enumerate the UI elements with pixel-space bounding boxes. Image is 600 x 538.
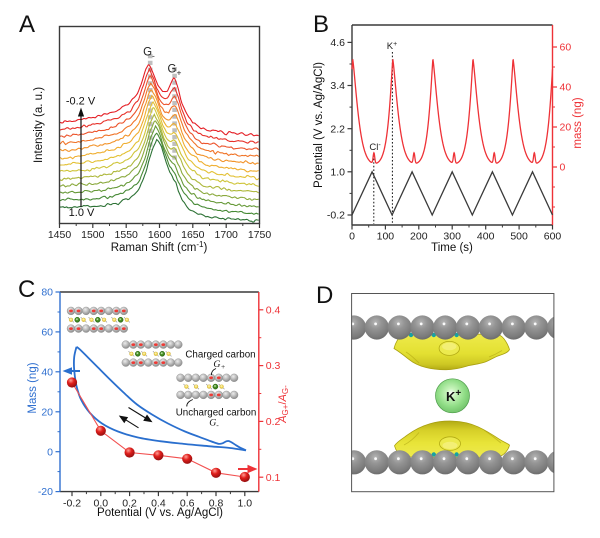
svg-text:1600: 1600 (148, 229, 172, 241)
svg-text:G-: G- (209, 418, 219, 430)
svg-text:Cl-: Cl- (369, 142, 381, 154)
svg-text:K+: K+ (387, 41, 397, 53)
svg-text:1750: 1750 (248, 229, 272, 241)
svg-text:1.0: 1.0 (330, 166, 345, 178)
svg-text:G+: G+ (168, 64, 182, 78)
svg-text:0.8: 0.8 (209, 498, 224, 510)
svg-text:100: 100 (377, 231, 395, 243)
svg-text:4.6: 4.6 (330, 37, 345, 49)
svg-text:Potential (V vs. Ag/AgCl): Potential (V vs. Ag/AgCl) (97, 507, 223, 519)
svg-text:20: 20 (560, 122, 572, 134)
svg-text:80: 80 (41, 287, 53, 299)
svg-text:D: D (316, 282, 333, 309)
svg-text:-20: -20 (38, 486, 53, 498)
svg-text:Intensity (a. u.): Intensity (a. u.) (33, 87, 45, 163)
svg-text:1.0 V: 1.0 V (69, 207, 95, 219)
svg-text:0.4: 0.4 (266, 304, 281, 316)
svg-text:Potential (V vs. Ag/AgCl): Potential (V vs. Ag/AgCl) (313, 62, 325, 188)
svg-text:0.2: 0.2 (122, 498, 137, 510)
svg-text:1450: 1450 (48, 229, 72, 241)
svg-text:0.4: 0.4 (151, 498, 166, 510)
svg-text:-0.2: -0.2 (327, 210, 345, 222)
svg-text:60: 60 (560, 42, 572, 54)
svg-text:200: 200 (410, 231, 428, 243)
svg-text:600: 600 (544, 231, 562, 243)
svg-text:1550: 1550 (115, 229, 139, 241)
svg-text:AG+/AG-: AG+/AG- (277, 385, 290, 424)
svg-text:1500: 1500 (81, 229, 105, 241)
svg-text:G-: G- (143, 47, 155, 61)
svg-text:1.0: 1.0 (237, 498, 252, 510)
svg-text:B: B (313, 11, 329, 38)
svg-text:C: C (18, 276, 35, 303)
svg-text:2.2: 2.2 (330, 123, 345, 135)
svg-text:300: 300 (443, 231, 461, 243)
svg-text:400: 400 (477, 231, 495, 243)
svg-text:Raman Shift (cm-1): Raman Shift (cm-1) (111, 240, 208, 255)
svg-text:1700: 1700 (215, 229, 239, 241)
svg-text:0.3: 0.3 (266, 360, 281, 372)
svg-text:0.1: 0.1 (266, 472, 281, 484)
svg-text:-0.2: -0.2 (63, 498, 81, 510)
svg-text:0: 0 (349, 231, 355, 243)
svg-text:Charged carbon: Charged carbon (185, 350, 255, 361)
svg-text:0: 0 (47, 446, 53, 458)
svg-text:Mass (ng): Mass (ng) (27, 362, 39, 413)
svg-text:500: 500 (510, 231, 528, 243)
svg-text:40: 40 (41, 366, 53, 378)
svg-text:3.4: 3.4 (330, 80, 345, 92)
svg-text:20: 20 (41, 406, 53, 418)
svg-text:40: 40 (560, 82, 572, 94)
svg-text:0.6: 0.6 (180, 498, 195, 510)
svg-text:A: A (19, 11, 35, 38)
svg-text:0.0: 0.0 (93, 498, 108, 510)
svg-text:-0.2 V: -0.2 V (66, 96, 96, 108)
svg-text:mass (ng): mass (ng) (572, 97, 584, 148)
svg-text:60: 60 (41, 327, 53, 339)
svg-text:1650: 1650 (181, 229, 205, 241)
svg-text:Time (s): Time (s) (431, 242, 473, 254)
svg-text:Uncharged carbon: Uncharged carbon (176, 408, 257, 419)
svg-text:0.2: 0.2 (266, 416, 281, 428)
svg-text:G+: G+ (213, 359, 225, 371)
svg-text:0: 0 (560, 162, 566, 174)
